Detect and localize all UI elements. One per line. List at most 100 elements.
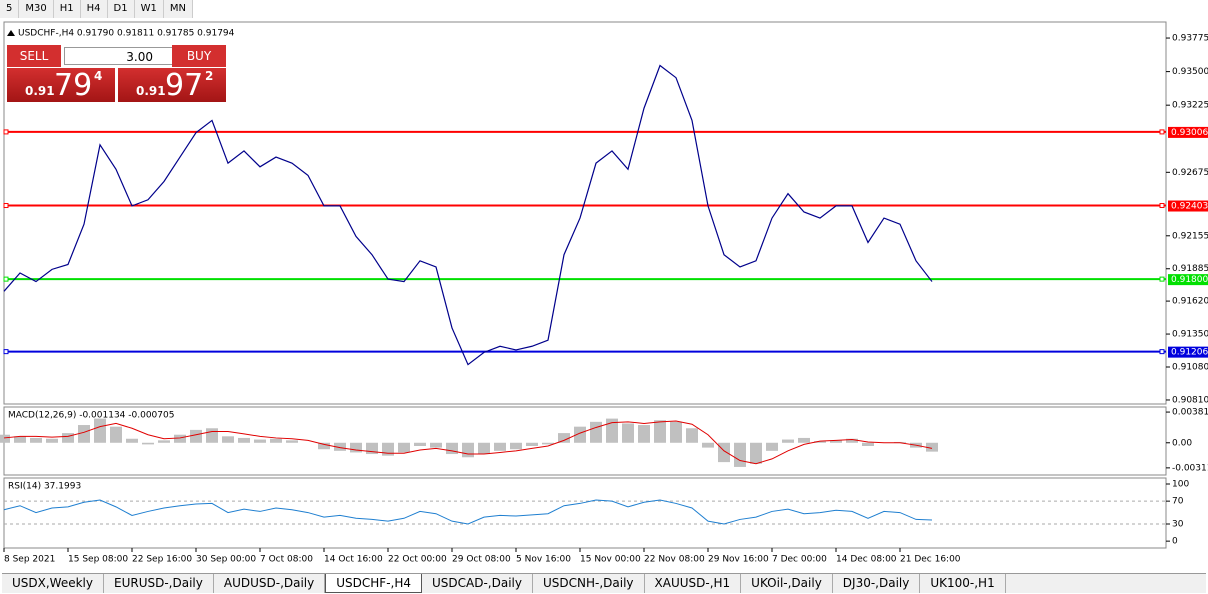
x-tick-label: 7 Oct 08:00 (260, 555, 313, 565)
x-tick-label: 30 Sep 00:00 (196, 555, 256, 565)
bid-quote[interactable]: 0.91 79 4 (7, 68, 115, 103)
macd-bar (590, 421, 602, 443)
chart-tab[interactable]: UKOil-,Daily (741, 574, 833, 593)
y-tick-label: 0.91080 (1172, 363, 1208, 373)
chart-tab[interactable]: USDCAD-,Daily (422, 574, 533, 593)
macd-bar (478, 442, 490, 455)
macd-bar (0, 434, 10, 443)
y-tick-label: 0.93225 (1172, 101, 1208, 111)
chart-tabs: USDX,Weekly EURUSD-,Daily AUDUSD-,Daily USD… (2, 573, 1206, 593)
y-tick-label: 0.00 (1172, 438, 1192, 448)
price-line (3, 64, 933, 366)
timeframe-button[interactable]: W1 (135, 0, 164, 18)
x-tick-label: 14 Oct 16:00 (324, 555, 383, 565)
macd-bar (334, 442, 346, 451)
bid-main: 79 (54, 68, 93, 103)
y-tick-label: 0.92675 (1172, 168, 1208, 178)
level-label-box (1168, 126, 1208, 138)
macd-signal (3, 420, 933, 465)
chart-tab[interactable]: DJ30-,Daily (833, 574, 921, 593)
timeframe-button[interactable]: M30 (19, 0, 54, 18)
y-tick-label: 0.93775 (1172, 34, 1208, 44)
chart-tab[interactable]: UK100-,H1 (920, 574, 1006, 593)
chart-tab[interactable]: USDX,Weekly (2, 574, 104, 593)
buy-button[interactable]: BUY (172, 45, 226, 67)
x-tick-label: 7 Dec 00:00 (772, 555, 827, 565)
macd-bar (558, 433, 570, 443)
one-click-trading: SELL 3.00 BUY 0.91 79 4 0.91 97 2 (7, 45, 226, 103)
level-label: 0.91800 (1171, 275, 1208, 285)
macd-bar (366, 442, 378, 455)
ask-prefix: 0.91 (136, 84, 166, 98)
macd-bar (430, 442, 442, 448)
macd-bar (414, 442, 426, 446)
macd-bar (494, 442, 506, 451)
y-tick-label: 0.93500 (1172, 67, 1208, 77)
y-tick-label: -0.003115 (1172, 463, 1208, 473)
macd-bar (782, 439, 794, 443)
x-tick-label: 15 Sep 08:00 (68, 555, 128, 565)
macd-bar (798, 437, 810, 443)
level-handle (3, 129, 9, 135)
ask-quote[interactable]: 0.91 97 2 (118, 68, 226, 103)
macd-bar (30, 437, 42, 443)
macd-bar (78, 425, 90, 443)
volume-input[interactable]: 3.00 (64, 47, 178, 65)
y-tick-label: 30 (1172, 520, 1184, 530)
rsi-panel (3, 477, 1167, 549)
timeframe-button[interactable]: MN (164, 0, 193, 18)
x-tick-label: 5 Nov 16:00 (516, 555, 571, 565)
macd-bar (654, 420, 666, 443)
macd-bar (926, 442, 938, 452)
macd-bar (686, 428, 698, 443)
macd-bar (62, 433, 74, 443)
macd-bar (14, 436, 26, 443)
macd-bar (622, 423, 634, 443)
x-tick-label: 8 Sep 2021 (4, 555, 55, 565)
y-tick-label: 0.003811 (1172, 408, 1208, 418)
y-tick-label: 0 (1172, 537, 1178, 547)
timeframe-button[interactable]: D1 (108, 0, 135, 18)
x-tick-label: 21 Dec 16:00 (900, 555, 961, 565)
chart-tab[interactable]: AUDUSD-,Daily (214, 574, 326, 593)
macd-bar (350, 442, 362, 453)
y-tick-label: 0.92155 (1172, 231, 1208, 241)
collapse-icon[interactable] (7, 30, 15, 36)
y-tick-label: 0.91885 (1172, 264, 1208, 274)
x-tick-label: 14 Dec 08:00 (836, 555, 897, 565)
chart-tab[interactable]: USDCNH-,Daily (533, 574, 645, 593)
level-label: 0.92403 (1171, 202, 1208, 212)
chart-tab[interactable]: EURUSD-,Daily (104, 574, 214, 593)
macd-bar (254, 439, 266, 443)
y-tick-label: 70 (1172, 497, 1184, 507)
macd-bar (526, 442, 538, 446)
timeframe-button[interactable]: H4 (81, 0, 108, 18)
macd-bar (718, 442, 730, 463)
macd-bar (46, 438, 58, 443)
macd-bar (158, 440, 170, 443)
x-tick-label: 29 Nov 16:00 (708, 555, 769, 565)
macd-bar (702, 442, 714, 448)
macd-bar (574, 426, 586, 443)
timeframe-button[interactable]: 5 (0, 0, 20, 18)
macd-bar (142, 442, 154, 445)
sell-button[interactable]: SELL (7, 45, 61, 67)
chart-tab[interactable]: USDCHF-,H4 (325, 574, 422, 593)
level-handle (3, 349, 9, 355)
macd-bar (734, 442, 746, 467)
level-handle (1159, 203, 1165, 209)
macd-bar (510, 442, 522, 450)
macd-bar (270, 438, 282, 443)
level-label: 0.91206 (1171, 348, 1208, 358)
macd-bar (382, 442, 394, 456)
level-handle (1159, 129, 1165, 135)
macd-bar (846, 438, 858, 443)
y-tick-label: 0.90810 (1172, 395, 1208, 405)
timeframe-button[interactable]: H1 (54, 0, 81, 18)
x-tick-label: 22 Oct 00:00 (388, 555, 447, 565)
bid-pip: 4 (94, 69, 103, 83)
macd-bar (126, 438, 138, 443)
chart-tab[interactable]: XAUUSD-,H1 (645, 574, 742, 593)
ask-pip: 2 (205, 69, 214, 83)
